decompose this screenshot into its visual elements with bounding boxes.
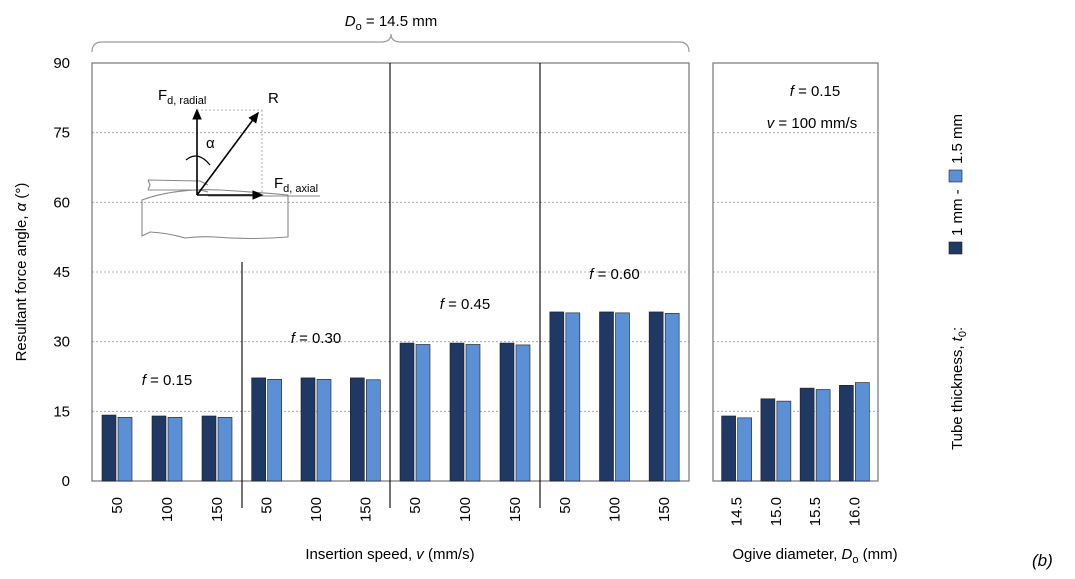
group-annotation-f: f = 0.60 xyxy=(589,266,639,283)
angle-label: α xyxy=(206,135,215,152)
bar-1-5mm xyxy=(117,417,133,482)
bars xyxy=(101,311,870,482)
tube-profile xyxy=(147,179,209,193)
bar-1-5mm xyxy=(465,344,481,482)
legend-entry-1mm: 1 mm - xyxy=(949,189,966,236)
bar-1-5mm xyxy=(515,344,531,482)
bar-1-5mm xyxy=(167,417,183,482)
panel-diameter-frame xyxy=(712,62,879,482)
x-axis-label-diameter: Ogive diameter, Do (mm) xyxy=(732,546,897,566)
legend: Tube thickness, t0: 1 mm - 1.5 mm xyxy=(948,114,969,450)
bar-1-5mm xyxy=(737,417,752,482)
bar-1mm xyxy=(839,385,854,482)
x-tick-label: 150 xyxy=(507,497,524,522)
group-annotation-f: f = 0.45 xyxy=(440,296,490,313)
bar-1-5mm xyxy=(415,344,431,482)
group-annotations: f = 0.15 f = 0.30 f = 0.45 f = 0.60 xyxy=(142,266,640,389)
gridlines xyxy=(92,132,878,412)
y-tick-label: 75 xyxy=(53,125,70,142)
legend-entry-1-5mm: 1.5 mm xyxy=(949,114,966,164)
axial-force-label: Fd, axial xyxy=(274,175,318,195)
bar-1-5mm xyxy=(815,389,831,482)
figure-tag: (b) xyxy=(1032,551,1053,570)
bar-1-5mm xyxy=(855,382,870,482)
legend-swatch-1-5mm xyxy=(948,169,963,183)
bar-1-5mm xyxy=(316,378,332,482)
force-diagram-inset: Fd, radial R α Fd, axial xyxy=(141,87,320,240)
x-tick-label: 150 xyxy=(656,497,673,522)
bar-1mm xyxy=(251,377,266,482)
x-tick-label: 50 xyxy=(259,497,276,514)
y-tick-label: 90 xyxy=(53,55,70,72)
bar-1mm xyxy=(549,311,565,482)
x-tick-label: 50 xyxy=(407,497,424,514)
resultant-arrow xyxy=(196,111,259,196)
x-tick-label: 15.5 xyxy=(807,497,824,526)
bar-1mm xyxy=(350,377,365,482)
bar-1-5mm xyxy=(664,313,680,482)
y-axis-label: Resultant force angle, α (°) xyxy=(13,183,30,362)
legend-title: Tube thickness, t0: xyxy=(949,327,969,450)
bar-1mm xyxy=(101,414,117,482)
bar-1-5mm xyxy=(776,400,792,482)
bar-1-5mm xyxy=(267,378,282,482)
bar-1mm xyxy=(201,415,217,482)
bar-1mm xyxy=(151,415,167,482)
top-diameter-label: Do = 14.5 mm xyxy=(345,13,437,33)
bar-1mm xyxy=(449,342,465,482)
x-tick-label: 150 xyxy=(357,497,374,522)
x-tick-label: 15.0 xyxy=(768,497,785,526)
bar-1mm xyxy=(300,377,316,482)
y-tick-label: 30 xyxy=(53,334,70,351)
y-tick-label: 60 xyxy=(53,194,70,211)
x-tick-label: 16.0 xyxy=(846,497,863,526)
x-tick-label: 100 xyxy=(159,497,176,522)
group-annotation-f: f = 0.30 xyxy=(291,330,341,347)
x-tick-label: 50 xyxy=(109,497,126,514)
bar-1mm xyxy=(799,387,815,482)
x-tick-label: 100 xyxy=(457,497,474,522)
bar-1mm xyxy=(648,311,664,482)
bar-1-5mm xyxy=(565,312,581,482)
legend-swatch-1mm xyxy=(948,241,963,255)
angle-arc xyxy=(185,155,211,166)
ogive-profile xyxy=(141,189,289,240)
bar-1mm xyxy=(760,398,776,482)
panel2-annotation-f: f = 0.15 xyxy=(790,83,840,100)
y-tick-label: 45 xyxy=(53,264,70,281)
bar-1-5mm xyxy=(615,312,630,482)
radial-force-label: Fd, radial xyxy=(158,87,206,107)
bar-1mm xyxy=(499,342,515,482)
x-axis-ticks: 50 100 150 50 100 150 50 100 150 50 100 150 14.5 15.0… xyxy=(109,497,863,526)
x-tick-label: 14.5 xyxy=(729,497,746,526)
panel2-annotation-v: v = 100 mm/s xyxy=(767,115,857,132)
bar-1mm xyxy=(399,342,415,482)
x-tick-label: 100 xyxy=(607,497,624,522)
bar-1mm xyxy=(599,311,614,482)
x-axis-label-speed: Insertion speed, v (mm/s) xyxy=(305,546,474,563)
x-tick-label: 50 xyxy=(557,497,574,514)
resultant-label: R xyxy=(268,90,279,107)
y-tick-label: 15 xyxy=(53,403,70,420)
bar-1-5mm xyxy=(217,417,233,482)
bar-1mm xyxy=(721,415,736,482)
bar-1-5mm xyxy=(366,379,381,482)
y-tick-label: 0 xyxy=(62,473,70,490)
top-brace xyxy=(91,33,690,53)
x-tick-label: 100 xyxy=(308,497,325,522)
group-annotation-f: f = 0.15 xyxy=(142,372,192,389)
y-axis-ticks: 0 15 30 45 60 75 90 xyxy=(53,55,70,490)
x-tick-label: 150 xyxy=(209,497,226,522)
